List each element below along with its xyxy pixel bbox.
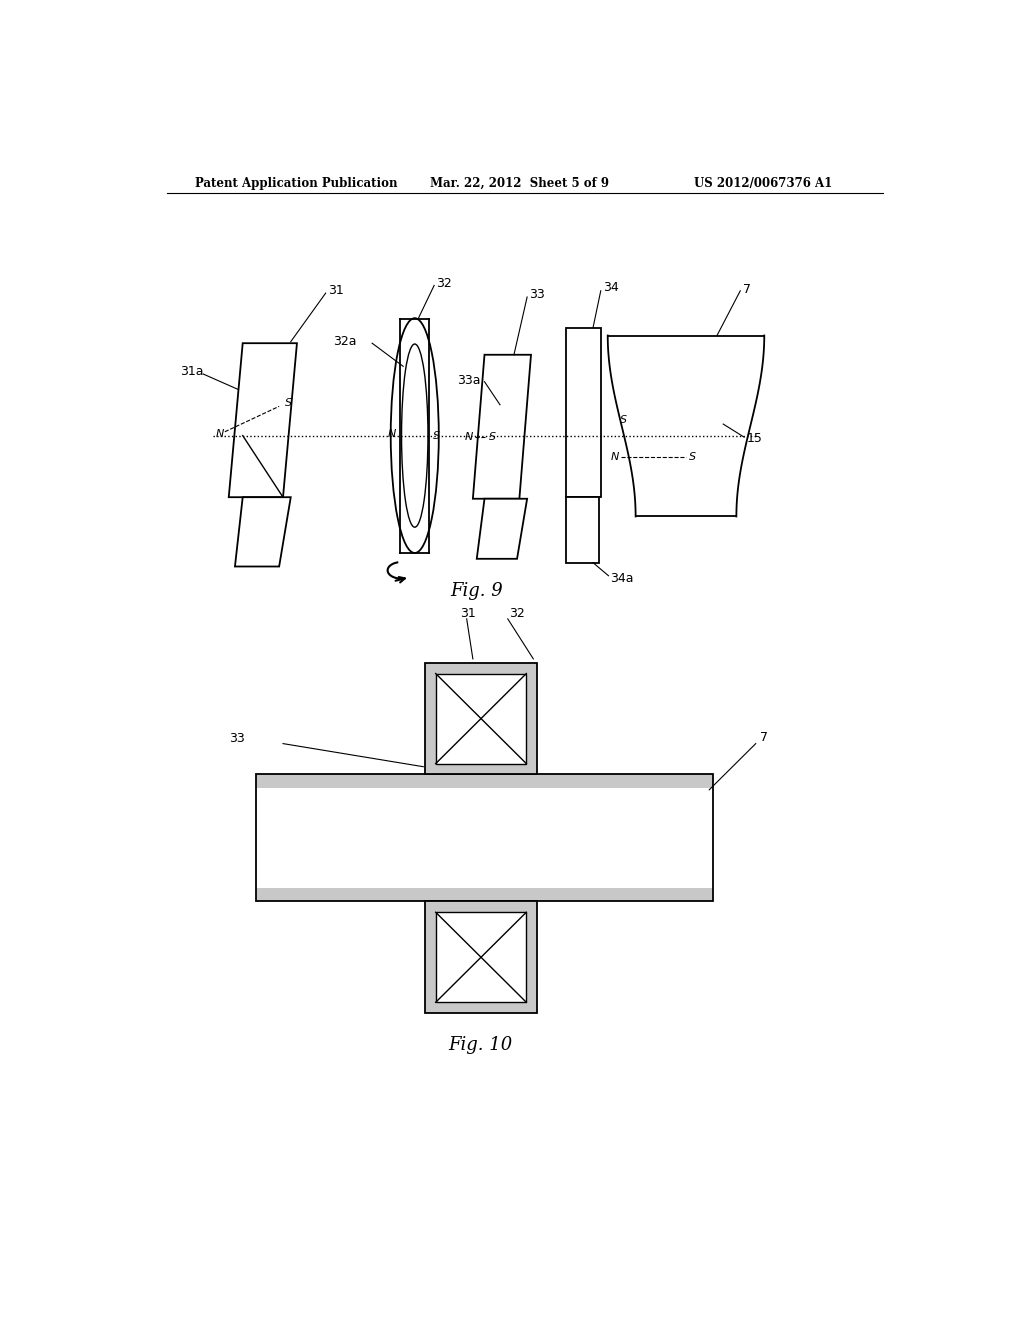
Bar: [256, 775, 713, 788]
Text: 34a: 34a: [610, 572, 634, 585]
Text: Mar. 22, 2012  Sheet 5 of 9: Mar. 22, 2012 Sheet 5 of 9: [430, 177, 609, 190]
Text: 32: 32: [509, 607, 525, 620]
Bar: [256, 887, 713, 902]
Text: 7: 7: [742, 282, 751, 296]
Text: 31: 31: [328, 284, 344, 297]
Text: N: N: [465, 432, 473, 442]
Text: S: S: [688, 453, 695, 462]
Polygon shape: [228, 343, 297, 498]
Bar: [256, 775, 713, 902]
Text: 32: 32: [436, 277, 453, 289]
Bar: [435, 673, 526, 763]
Text: Patent Application Publication: Patent Application Publication: [196, 177, 398, 190]
Text: N: N: [610, 453, 618, 462]
Text: Fig. 10: Fig. 10: [449, 1036, 513, 1055]
Bar: [425, 663, 538, 775]
Polygon shape: [607, 335, 764, 516]
Text: 33a: 33a: [457, 374, 480, 387]
Text: 7: 7: [760, 731, 768, 744]
Text: N: N: [215, 429, 223, 440]
Bar: [435, 912, 526, 1002]
Polygon shape: [234, 498, 291, 566]
Ellipse shape: [391, 318, 438, 553]
Text: S: S: [488, 432, 496, 442]
Text: S: S: [433, 430, 440, 441]
Ellipse shape: [401, 345, 428, 527]
Text: S: S: [621, 416, 628, 425]
Text: 15: 15: [746, 432, 762, 445]
Text: N: N: [387, 429, 395, 440]
Text: 33: 33: [529, 288, 545, 301]
Text: S: S: [285, 399, 292, 408]
Text: 31a: 31a: [180, 366, 204, 379]
Text: 31: 31: [461, 607, 476, 620]
Text: Fig. 9: Fig. 9: [451, 582, 503, 601]
Polygon shape: [477, 499, 527, 558]
Text: 33: 33: [228, 731, 245, 744]
Text: US 2012/0067376 A1: US 2012/0067376 A1: [693, 177, 831, 190]
Text: 34: 34: [603, 281, 618, 294]
Polygon shape: [566, 327, 601, 498]
Polygon shape: [566, 498, 599, 562]
Text: 32a: 32a: [333, 335, 356, 348]
Bar: [256, 788, 713, 887]
Bar: [425, 902, 538, 1014]
Polygon shape: [473, 355, 531, 499]
